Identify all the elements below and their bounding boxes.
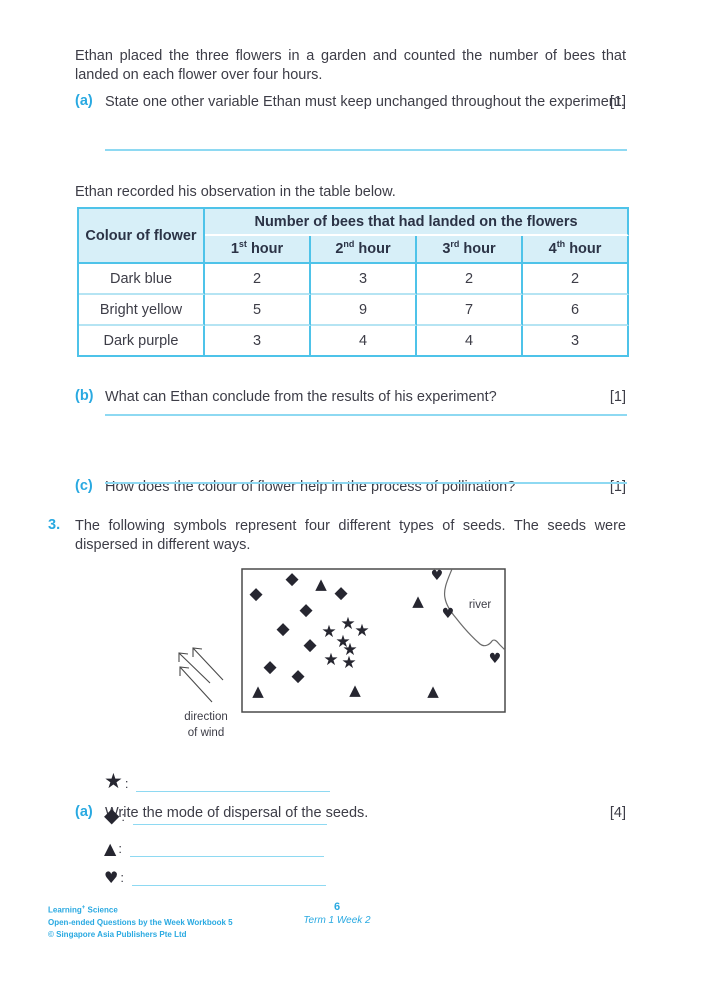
imprint-line3: © Singapore Asia Publishers Pte Ltd <box>48 929 187 939</box>
diamond-seed-icon: ◆ <box>276 619 290 639</box>
cell: 5 <box>205 295 311 326</box>
question2-part-b: (b) What can Ethan conclude from the res… <box>75 388 626 407</box>
triangle-seed-icon: ▲ <box>412 592 424 610</box>
answer-row-star: ★ : <box>104 769 331 793</box>
river-line <box>443 568 506 651</box>
seed-dispersal-diagram: river direction of wind ◆◆ ◆◆◆◆◆ ◆▲▲▲ ▲ ▲★★ ★… <box>178 568 506 739</box>
hour-header-3: 3rd hour <box>417 236 523 264</box>
answer-row-triangle: ▲ : <box>104 841 324 857</box>
cell: 2 <box>417 264 523 295</box>
group-header: Number of bees that had landed on the fl… <box>205 209 630 236</box>
wind-label-line1: direction <box>184 711 227 723</box>
diagram-border <box>241 568 506 713</box>
star-seed-icon: ★ <box>321 622 336 642</box>
part-a-label: (a) <box>75 93 93 109</box>
diamond-seed-icon: ◆ <box>263 657 277 677</box>
term-week-label: Term 1 Week 2 <box>303 915 371 926</box>
triangle-seed-icon: ▲ <box>315 575 327 593</box>
star-seed-icon: ★ <box>335 632 350 652</box>
part-b-text: What can Ethan conclude from the results… <box>105 389 626 405</box>
part-b-marks: [1] <box>609 389 626 405</box>
diamond-seed-icon: ◆ <box>299 600 313 620</box>
answer-row-heart: ♥ : <box>104 870 326 886</box>
part-b-label: (b) <box>75 388 94 404</box>
question2-part-a: (a) State one other variable Ethan must … <box>75 93 626 112</box>
hour-header-4: 4th hour <box>523 236 630 264</box>
star-icon: ★ <box>104 769 123 793</box>
answer-row-diamond: ◆ : <box>104 803 328 827</box>
answer-line-q2a <box>105 130 627 151</box>
footer-center: 6 Term 1 Week 2 <box>297 901 377 927</box>
answer-line-heart <box>131 871 326 886</box>
triangle-seed-icon: ▲ <box>427 682 439 700</box>
heart-seed-icon: ♥ <box>489 651 502 667</box>
heart-icon: ♥ <box>104 868 119 887</box>
diamond-seed-icon: ◆ <box>249 584 263 604</box>
wind-label-line2: of wind <box>188 727 224 739</box>
star-seed-icon: ★ <box>323 650 338 670</box>
part-a-text: State one other variable Ethan must keep… <box>105 94 626 110</box>
star-seed-icon: ★ <box>342 640 357 660</box>
cell: 2 <box>523 264 630 295</box>
question3-part-a: (a) Write the mode of dispersal of the s… <box>75 804 626 823</box>
cell: 2 <box>205 264 311 295</box>
answer-line-triangle <box>129 842 324 857</box>
hour-header-1: 1st hour <box>205 236 311 264</box>
table-row: Bright yellow 5 9 7 6 <box>79 295 630 326</box>
triangle-seed-icon: ▲ <box>252 682 264 700</box>
part-a-marks: [1] <box>609 94 626 110</box>
cell: 4 <box>311 326 417 357</box>
table-header-row-2: 1st hour 2nd hour 3rd hour 4th hour <box>79 236 630 264</box>
part-c-label: (c) <box>75 478 93 494</box>
col1-header: Colour of flower <box>79 209 205 264</box>
footer-imprint: Learning+ Science Open-ended Questions b… <box>48 902 328 941</box>
cell: 3 <box>311 264 417 295</box>
cell: 7 <box>417 295 523 326</box>
q3-part-a-text: Write the mode of dispersal of the seeds… <box>105 805 626 821</box>
heart-seed-icon: ♥ <box>431 568 444 584</box>
triangle-seed-icon: ▲ <box>349 681 361 699</box>
diamond-icon: ◆ <box>104 803 120 827</box>
star-seed-icon: ★ <box>341 653 356 673</box>
cell: 9 <box>311 295 417 326</box>
answer-line-diamond <box>133 810 328 825</box>
table-caption: Ethan recorded his observation in the ta… <box>75 184 396 200</box>
diamond-seed-icon: ◆ <box>285 569 299 589</box>
diamond-seed-icon: ◆ <box>334 583 348 603</box>
heart-seed-icon: ♥ <box>442 606 455 622</box>
question3-number: 3. <box>48 517 61 533</box>
cell: 3 <box>205 326 311 357</box>
seed-symbols: ◆◆ ◆◆◆◆◆ ◆▲▲▲ ▲ ▲★★ ★★★★ ★♥♥♥ <box>249 568 501 700</box>
hour-header-2: 2nd hour <box>311 236 417 264</box>
question2-intro: Ethan placed the three flowers in a gard… <box>75 48 626 83</box>
q3-part-a-marks: [4] <box>609 805 626 821</box>
bees-table: Colour of flower Number of bees that had… <box>77 207 630 357</box>
cell: 6 <box>523 295 630 326</box>
row-label: Bright yellow <box>79 295 205 326</box>
table-row: Dark purple 3 4 4 3 <box>79 326 630 357</box>
diamond-seed-icon: ◆ <box>303 635 317 655</box>
triangle-icon: ▲ <box>104 839 117 858</box>
table-header-row-1: Colour of flower Number of bees that had… <box>79 209 630 264</box>
diamond-seed-icon: ◆ <box>291 666 305 686</box>
row-label: Dark blue <box>79 264 205 295</box>
star-seed-icon: ★ <box>340 614 355 634</box>
answer-line-q2c <box>105 463 627 484</box>
page-number: 6 <box>333 901 341 913</box>
river-label: river <box>469 599 492 611</box>
question3-text: The following symbols represent four dif… <box>75 518 626 553</box>
answer-line-q2b <box>105 395 627 416</box>
imprint-line2: Open-ended Questions by the Week Workboo… <box>48 917 233 927</box>
cell: 3 <box>523 326 630 357</box>
wind-arrows-icon <box>178 647 224 703</box>
q3-part-a-label: (a) <box>75 804 93 820</box>
cell: 4 <box>417 326 523 357</box>
table-row: Dark blue 2 3 2 2 <box>79 264 630 295</box>
answer-line-star <box>136 777 331 792</box>
star-seed-icon: ★ <box>354 621 369 641</box>
imprint-line1: Learning+ Science <box>48 905 118 915</box>
row-label: Dark purple <box>79 326 205 357</box>
